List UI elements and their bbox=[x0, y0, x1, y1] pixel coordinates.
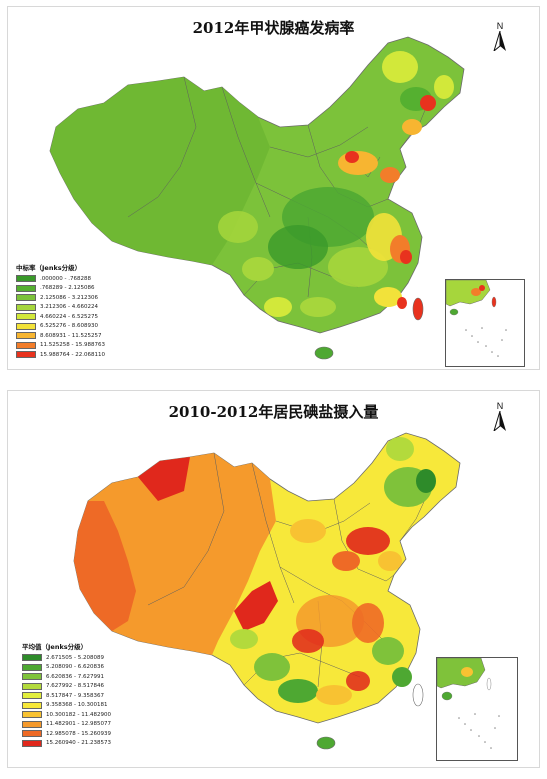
legend-swatch bbox=[16, 303, 36, 311]
south-china-sea-inset bbox=[436, 657, 518, 761]
hainan-island bbox=[316, 736, 336, 750]
legend-swatch bbox=[16, 332, 36, 340]
north-label: N bbox=[496, 401, 504, 411]
south-china-sea-inset bbox=[445, 279, 525, 367]
legend-item: 15.988764 - 22.068110 bbox=[16, 350, 105, 360]
legend-swatch bbox=[22, 692, 42, 700]
central-west-region bbox=[234, 581, 278, 631]
north-arrow-icon: N bbox=[492, 401, 508, 436]
legend-label: 15.260940 - 21.238573 bbox=[46, 740, 111, 747]
legend-item: 10.300182 - 11.482900 bbox=[22, 710, 111, 720]
legend-item: 11.525258 - 15.988763 bbox=[16, 341, 105, 351]
legend-item: 15.260940 - 21.238573 bbox=[22, 739, 111, 749]
map-legend: 中标率（Jenks分级） .000000 - .768288 .768289 - … bbox=[16, 262, 105, 360]
legend-swatch bbox=[16, 322, 36, 330]
legend-swatch bbox=[22, 711, 42, 719]
western-region bbox=[50, 77, 270, 265]
legend-label: 2.671505 - 5.208089 bbox=[46, 654, 104, 661]
legend-label: 5.208090 - 6.620836 bbox=[46, 664, 104, 671]
legend-label: 15.988764 - 22.068110 bbox=[40, 351, 105, 358]
legend-item: 6.620836 - 7.627991 bbox=[22, 672, 111, 682]
hainan-island bbox=[314, 346, 334, 360]
legend-item: 6.525276 - 8.608930 bbox=[16, 322, 105, 332]
legend-swatch bbox=[22, 739, 42, 747]
thyroid-cancer-map-panel: 2012年甲状腺癌发病率 N 中标率（Jenks分级） .000000 - .7… bbox=[7, 6, 540, 370]
legend-title: 平均值（Jenks分级） bbox=[22, 643, 88, 651]
legend-item: 8.608931 - 11.525257 bbox=[16, 331, 105, 341]
legend-item: 12.985078 - 15.260939 bbox=[22, 729, 111, 739]
legend-swatch bbox=[22, 720, 42, 728]
legend-label: 6.620836 - 7.627991 bbox=[46, 673, 104, 680]
taiwan-island bbox=[412, 683, 424, 707]
legend-swatch bbox=[16, 351, 36, 359]
legend-label: 12.985078 - 15.260939 bbox=[46, 730, 111, 737]
legend-item: 5.208090 - 6.620836 bbox=[22, 663, 111, 673]
legend-label: 8.608931 - 11.525257 bbox=[40, 332, 102, 339]
legend-title: 中标率（Jenks分级） bbox=[16, 264, 82, 272]
legend-item: 2.671505 - 5.208089 bbox=[22, 653, 111, 663]
legend-label: .000000 - .768288 bbox=[40, 275, 91, 282]
legend-label: 6.525276 - 8.608930 bbox=[40, 323, 98, 330]
legend-swatch bbox=[16, 294, 36, 302]
legend-label: 10.300182 - 11.482900 bbox=[46, 711, 111, 718]
legend-swatch bbox=[16, 284, 36, 292]
north-label: N bbox=[496, 21, 504, 31]
legend-label: 11.525258 - 15.988763 bbox=[40, 342, 105, 349]
taiwan-island bbox=[412, 297, 424, 321]
legend-item: 8.517847 - 9.358367 bbox=[22, 691, 111, 701]
legend-swatch bbox=[16, 341, 36, 349]
legend-item: 2.125086 - 3.212306 bbox=[16, 293, 105, 303]
map-title: 2012年甲状腺癌发病率 bbox=[192, 19, 355, 37]
legend-label: 7.627992 - 8.517846 bbox=[46, 683, 104, 690]
legend-item: 9.358368 - 10.300181 bbox=[22, 701, 111, 711]
legend-swatch bbox=[22, 682, 42, 690]
legend-swatch bbox=[16, 275, 36, 283]
eastern-region-patches bbox=[218, 51, 454, 317]
legend-item: .768289 - 2.125086 bbox=[16, 284, 105, 294]
legend-swatch bbox=[22, 663, 42, 671]
iodized-salt-map bbox=[73, 432, 461, 750]
eastern-region-patches bbox=[230, 437, 436, 705]
legend-swatch bbox=[16, 313, 36, 321]
legend-item: 11.482901 - 12.985077 bbox=[22, 720, 111, 730]
far-west-region bbox=[74, 501, 136, 631]
iodized-salt-map-panel: 2010-2012年居民碘盐摄入量 N 平均值（Jenks分级） 2.67150… bbox=[7, 390, 540, 768]
northwest-region bbox=[138, 457, 190, 501]
legend-label: 4.660224 - 6.525275 bbox=[40, 313, 98, 320]
legend-label: 3.212306 - 4.660224 bbox=[40, 304, 98, 311]
north-arrow-icon: N bbox=[492, 21, 508, 56]
legend-item: .000000 - .768288 bbox=[16, 274, 105, 284]
legend-label: .768289 - 2.125086 bbox=[40, 285, 95, 292]
legend-label: 9.358368 - 10.300181 bbox=[46, 702, 108, 709]
legend-item: 3.212306 - 4.660224 bbox=[16, 303, 105, 313]
legend-swatch bbox=[22, 654, 42, 662]
map-legend: 平均值（Jenks分级） 2.671505 - 5.208089 5.208090… bbox=[22, 641, 111, 748]
legend-swatch bbox=[22, 701, 42, 709]
legend-label: 2.125086 - 3.212306 bbox=[40, 294, 98, 301]
thyroid-cancer-map bbox=[49, 36, 465, 360]
legend-swatch bbox=[22, 673, 42, 681]
legend-swatch bbox=[22, 730, 42, 738]
legend-label: 8.517847 - 9.358367 bbox=[46, 692, 104, 699]
legend-label: 11.482901 - 12.985077 bbox=[46, 721, 111, 728]
map-title: 2010-2012年居民碘盐摄入量 bbox=[168, 403, 379, 421]
legend-item: 7.627992 - 8.517846 bbox=[22, 682, 111, 692]
legend-item: 4.660224 - 6.525275 bbox=[16, 312, 105, 322]
